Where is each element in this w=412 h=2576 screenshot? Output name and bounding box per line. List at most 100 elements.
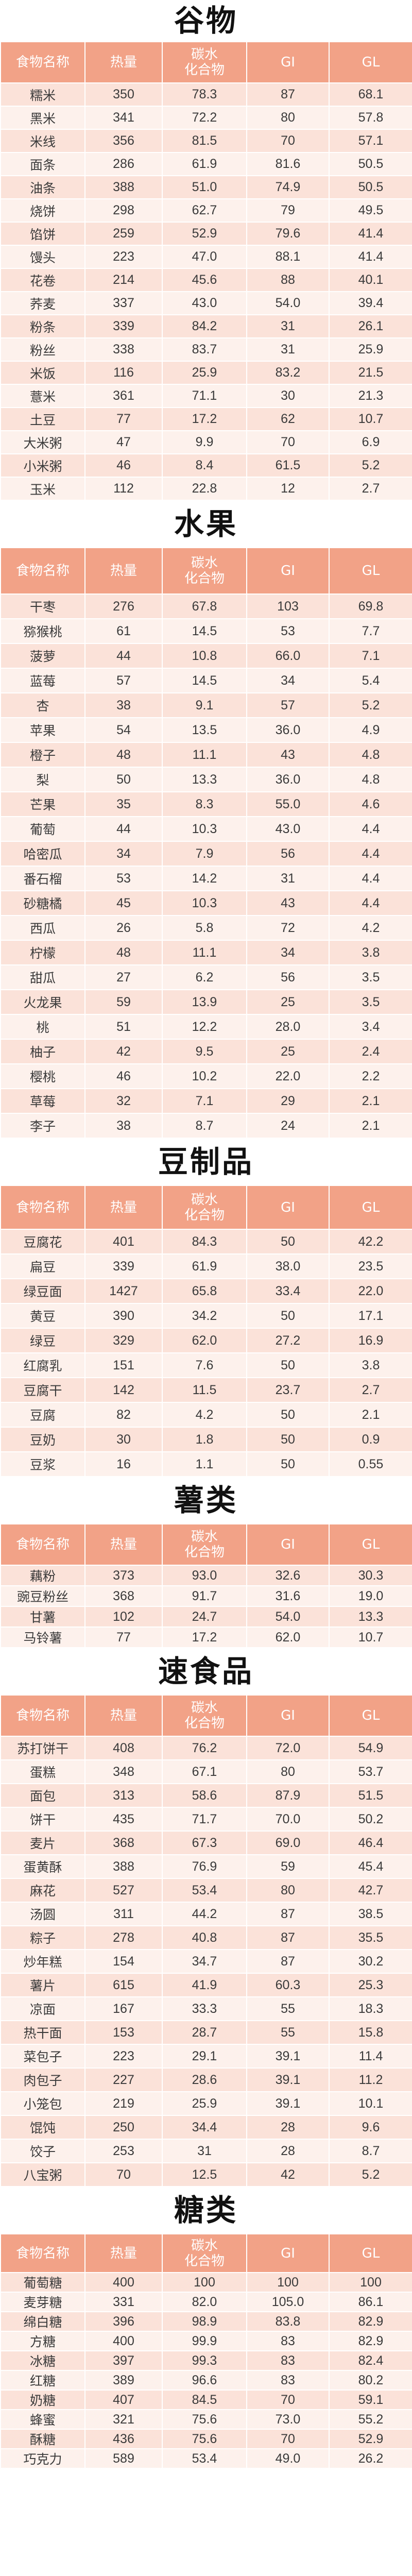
food-name-cell: 马铃薯 <box>0 1626 85 1648</box>
food-name-cell: 干枣 <box>0 594 85 619</box>
food-name-cell: 薏米 <box>0 384 85 408</box>
table-row: 红糖 389 96.6 83 80.2 <box>0 2370 412 2391</box>
carbohydrate-cell: 67.8 <box>162 594 247 619</box>
gl-cell: 13.3 <box>329 1606 412 1628</box>
calories-cell: 339 <box>84 1253 163 1279</box>
table-row: 柚子 42 9.5 25 2.4 <box>0 1039 412 1064</box>
table-row: 米饭 116 25.9 83.2 21.5 <box>0 361 412 385</box>
table-body: 藕粉 373 93.0 32.6 30.3 豌豆粉丝 368 91.7 31.6 19.0 甘薯 10… <box>0 1565 412 1648</box>
table-header-row: 食物名称 热量 碳水 化合物 GI GL <box>0 1694 412 1737</box>
food-name-cell: 热干面 <box>0 2020 85 2045</box>
gi-cell: 43.0 <box>246 816 330 842</box>
gi-cell: 54.0 <box>246 1606 330 1628</box>
calories-cell: 47 <box>84 430 163 454</box>
calories-cell: 311 <box>84 1902 163 1926</box>
table-body: 糯米 350 78.3 87 68.1 黑米 341 72.2 80 57.8 米线 356 81.5 7… <box>0 82 412 501</box>
gl-cell: 41.4 <box>329 245 412 269</box>
gl-cell: 45.4 <box>329 1854 412 1879</box>
carbohydrate-cell: 81.5 <box>162 129 247 153</box>
header-carbohydrate: 碳水 化合物 <box>162 1185 247 1230</box>
carbohydrate-cell: 99.9 <box>162 2331 247 2351</box>
calories-cell: 396 <box>84 2311 163 2332</box>
carbohydrate-cell: 12.2 <box>162 1014 247 1040</box>
carbohydrate-cell: 65.8 <box>162 1278 247 1304</box>
food-name-cell: 菠萝 <box>0 643 85 669</box>
gi-cell: 83.8 <box>246 2311 330 2332</box>
carbohydrate-cell: 28.7 <box>162 2020 247 2045</box>
section-fast-food: 速食品 食物名称 热量 碳水 化合物 GI GL 苏打饼干 408 76.2 72.0… <box>0 1648 412 2187</box>
calories-cell: 223 <box>84 2044 163 2069</box>
table-row: 菠萝 44 10.8 66.0 7.1 <box>0 643 412 669</box>
food-name-cell: 绵白糖 <box>0 2311 85 2332</box>
gi-cell: 87 <box>246 82 330 107</box>
gi-cell: 43 <box>246 742 330 768</box>
gl-cell: 22.0 <box>329 1278 412 1304</box>
carbohydrate-cell: 6.2 <box>162 964 247 990</box>
food-name-cell: 苹果 <box>0 717 85 743</box>
gi-cell: 55.0 <box>246 791 330 817</box>
gl-cell: 50.5 <box>329 152 412 176</box>
carbohydrate-cell: 45.6 <box>162 268 247 292</box>
table-row: 蛋糕 348 67.1 80 53.7 <box>0 1759 412 1784</box>
gl-cell: 7.1 <box>329 643 412 669</box>
table-row: 面条 286 61.9 81.6 50.5 <box>0 152 412 176</box>
food-name-cell: 饼干 <box>0 1807 85 1832</box>
gi-cell: 55 <box>246 2020 330 2045</box>
carbohydrate-cell: 1.1 <box>162 1451 247 1477</box>
header-gl: GL <box>329 547 412 595</box>
food-table: 食物名称 热量 碳水 化合物 GI GL 糯米 350 78.3 87 68.1 黑米 34… <box>0 41 412 501</box>
calories-cell: 615 <box>84 1973 163 1997</box>
table-row: 李子 38 8.7 24 2.1 <box>0 1113 412 1139</box>
gl-cell: 86.1 <box>329 2292 412 2312</box>
carbohydrate-cell: 33.3 <box>162 1996 247 2021</box>
calories-cell: 368 <box>84 1831 163 1855</box>
table-row: 绿豆 329 62.0 27.2 16.9 <box>0 1328 412 1353</box>
carbohydrate-cell: 61.9 <box>162 1253 247 1279</box>
gl-cell: 16.9 <box>329 1328 412 1353</box>
table-row: 甘薯 102 24.7 54.0 13.3 <box>0 1606 412 1628</box>
table-row: 大米粥 47 9.9 70 6.9 <box>0 430 412 454</box>
carbohydrate-cell: 13.3 <box>162 767 247 792</box>
table-body: 苏打饼干 408 76.2 72.0 54.9 蛋糕 348 67.1 80 53.7 面包 313 5… <box>0 1736 412 2187</box>
carbohydrate-cell: 25.9 <box>162 361 247 385</box>
gi-cell: 81.6 <box>246 152 330 176</box>
carbohydrate-cell: 61.9 <box>162 152 247 176</box>
section-title: 糖类 <box>174 2193 238 2228</box>
gl-cell: 5.2 <box>329 692 412 718</box>
gi-cell: 87 <box>246 1925 330 1950</box>
calories-cell: 46 <box>84 1063 163 1089</box>
gi-cell: 43 <box>246 890 330 916</box>
food-name-cell: 柚子 <box>0 1039 85 1064</box>
table-row: 馒头 223 47.0 88.1 41.4 <box>0 245 412 269</box>
food-name-cell: 橙子 <box>0 742 85 768</box>
gl-cell: 25.9 <box>329 337 412 362</box>
carbohydrate-cell: 14.2 <box>162 866 247 891</box>
gi-cell: 72.0 <box>246 1736 330 1760</box>
calories-cell: 341 <box>84 106 163 130</box>
calories-cell: 321 <box>84 2409 163 2430</box>
calories-cell: 219 <box>84 2091 163 2116</box>
calories-cell: 77 <box>84 407 163 431</box>
table-row: 砂糖橘 45 10.3 43 4.4 <box>0 890 412 916</box>
table-row: 方糖 400 99.9 83 82.9 <box>0 2331 412 2351</box>
gl-cell: 4.4 <box>329 890 412 916</box>
gl-cell: 35.5 <box>329 1925 412 1950</box>
food-table: 食物名称 热量 碳水 化合物 GI GL 干枣 276 67.8 103 69.8 猕猴桃… <box>0 547 412 1139</box>
carbohydrate-cell: 17.2 <box>162 1626 247 1648</box>
table-row: 热干面 153 28.7 55 15.8 <box>0 2020 412 2045</box>
calories-cell: 154 <box>84 1949 163 1974</box>
carbohydrate-cell: 47.0 <box>162 245 247 269</box>
calories-cell: 276 <box>84 594 163 619</box>
calories-cell: 44 <box>84 816 163 842</box>
carbohydrate-cell: 71.7 <box>162 1807 247 1832</box>
carbohydrate-cell: 40.8 <box>162 1925 247 1950</box>
carbohydrate-cell: 52.9 <box>162 222 247 246</box>
gi-cell: 73.0 <box>246 2409 330 2430</box>
table-row: 豆腐干 142 11.5 23.7 2.7 <box>0 1377 412 1403</box>
gl-cell: 51.5 <box>329 1783 412 1808</box>
header-food-name: 食物名称 <box>0 1185 85 1230</box>
calories-cell: 223 <box>84 245 163 269</box>
section-sugars: 糖类 食物名称 热量 碳水 化合物 GI GL 葡萄糖 400 100 100 100 麦… <box>0 2187 412 2469</box>
gi-cell: 25 <box>246 989 330 1015</box>
gl-cell: 4.2 <box>329 915 412 941</box>
